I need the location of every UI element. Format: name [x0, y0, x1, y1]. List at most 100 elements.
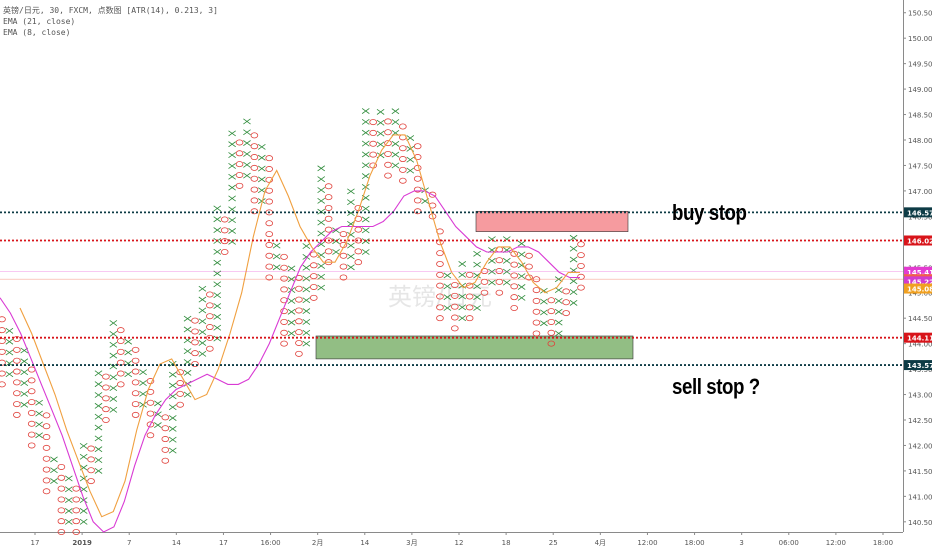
time-tick-label: 4月 — [595, 539, 606, 547]
price-tick-label: 149.000 — [908, 86, 932, 94]
pnf-x-column — [168, 360, 177, 454]
pnf-x-column — [502, 236, 511, 286]
time-tick-label: 3月 — [406, 539, 417, 547]
pnf-x-column — [213, 205, 222, 342]
price-tick-label: 141.000 — [908, 493, 932, 501]
pnf-o-column — [309, 251, 318, 301]
pnf-o-column — [324, 183, 333, 266]
price-tag-146.026 — [904, 235, 932, 246]
pnf-o-column — [235, 139, 244, 189]
time-tick-label: 3 — [739, 539, 743, 547]
pnf-x-column — [124, 338, 133, 378]
pnf-o-column — [495, 246, 504, 296]
legend-symbol: 英镑/日元, 30, FXCM, 点数图 [ATR(14), 0.213, 3] — [3, 6, 218, 15]
buy-stop-zone — [475, 210, 629, 232]
pnf-x-column — [5, 327, 14, 378]
price-tag-label: 145.082 — [907, 286, 932, 294]
pnf-x-column — [139, 369, 147, 408]
price-tag-label: 146.026 — [907, 237, 932, 245]
pnf-x-column — [109, 320, 118, 413]
price-tick-label: 144.000 — [908, 341, 932, 349]
price-tick-label: 147.000 — [908, 188, 932, 196]
pnf-o-column — [525, 252, 533, 281]
pnf-o-column — [161, 414, 170, 464]
pnf-o-column — [265, 155, 274, 281]
pnf-o-column — [191, 317, 199, 367]
time-tick-label: 18:00 — [873, 539, 893, 547]
pnf-x-column — [154, 400, 162, 429]
pnf-o-column — [42, 412, 51, 495]
legend-ema21: EMA (21, close) — [3, 17, 76, 26]
pnf-x-column — [391, 108, 400, 169]
pnf-o-column — [87, 445, 95, 485]
time-tick-label: 12:00 — [637, 539, 657, 547]
pnf-x-column — [376, 108, 385, 159]
pnf-x-column — [272, 242, 281, 271]
pnf-o-column — [413, 143, 422, 215]
pnf-x-column — [79, 442, 88, 525]
price-tick-label: 149.500 — [908, 61, 932, 69]
time-tick-label: 14 — [172, 539, 181, 547]
time-tick-label: 7 — [127, 539, 131, 547]
pnf-o-column — [465, 271, 474, 322]
pnf-o-column — [510, 250, 518, 311]
price-tag-144.117 — [904, 332, 932, 343]
pnf-o-column — [577, 241, 585, 291]
price-tick-label: 141.500 — [908, 468, 932, 476]
pnf-o-column — [369, 119, 377, 169]
price-tick-label: 140.500 — [908, 519, 932, 527]
sell-stop-zone — [315, 335, 634, 360]
price-tick-label: 148.000 — [908, 137, 932, 145]
ema21-line — [0, 190, 580, 533]
time-tick-label: 06:00 — [779, 539, 799, 547]
time-tick-label: 25 — [549, 539, 558, 547]
pnf-o-column — [206, 291, 214, 352]
price-tick-label: 150.500 — [908, 10, 932, 18]
pnf-o-column — [384, 118, 392, 179]
price-tag-145.082 — [904, 283, 932, 294]
price-tick-label: 144.500 — [908, 315, 932, 323]
price-tag-145.223 — [904, 276, 932, 287]
pnf-o-column — [354, 204, 363, 266]
pnf-x-column — [443, 272, 452, 311]
pnf-o-column — [131, 346, 140, 418]
time-tick-label: 17 — [219, 539, 228, 547]
pnf-o-column — [13, 336, 21, 418]
pnf-o-column — [72, 485, 81, 536]
time-tick-label: 18 — [502, 539, 511, 547]
price-tag-label: 145.223 — [907, 278, 932, 286]
pnf-x-column — [228, 130, 236, 245]
pnf-o-column — [562, 288, 570, 317]
price-tag-label: 146.579 — [907, 209, 932, 217]
price-tag-label: 143.579 — [907, 362, 932, 370]
pnf-o-column — [176, 369, 184, 408]
time-tick-label: 14 — [360, 539, 369, 547]
price-tick-label: 145.000 — [908, 290, 932, 298]
price-tag-145.412 — [904, 266, 932, 277]
time-tick-label: 12:00 — [826, 539, 846, 547]
pnf-x-column — [517, 240, 526, 301]
pnf-o-column — [27, 366, 36, 449]
price-tag-143.579 — [904, 360, 932, 371]
price-tick-label: 143.500 — [908, 366, 932, 374]
price-tick-label: 143.000 — [908, 392, 932, 400]
price-tick-label: 142.500 — [908, 417, 932, 425]
ema8-line — [19, 134, 580, 518]
price-tag-146.579 — [904, 207, 932, 218]
buy-stop-annotation: buy stop — [672, 200, 747, 225]
pnf-o-column — [280, 253, 288, 347]
pnf-o-column — [451, 281, 459, 332]
price-tick-label: 146.500 — [908, 213, 932, 221]
pnf-o-column — [220, 216, 229, 255]
time-axis-bg — [0, 532, 903, 550]
pnf-x-column — [347, 188, 355, 271]
sell-stop-annotation: sell stop ? — [672, 374, 760, 399]
pnf-x-column — [473, 250, 481, 311]
price-tick-label: 147.500 — [908, 162, 932, 170]
price-tag-label: 144.117 — [907, 335, 932, 343]
pnf-x-column — [198, 285, 207, 357]
pnf-o-column — [102, 373, 110, 423]
pnf-o-column — [339, 231, 348, 281]
pnf-o-column — [116, 327, 125, 388]
